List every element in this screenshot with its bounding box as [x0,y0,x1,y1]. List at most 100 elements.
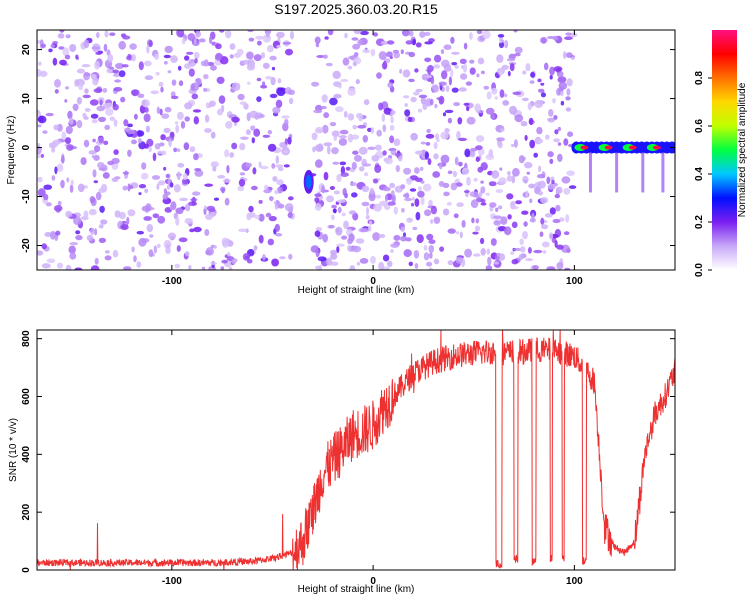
colorbar-scale [712,30,737,270]
noise-cell [284,203,294,212]
noise-cell [204,128,212,133]
noise-cell [104,255,112,261]
y-tick-label: -10 [21,189,32,204]
noise-cell [188,201,198,206]
noise-cell [118,211,126,220]
noise-cell [219,30,225,33]
noise-cell [174,263,181,269]
noise-cell [53,205,63,212]
noise-cell [157,180,166,186]
noise-cell [143,143,149,149]
noise-cell [514,114,524,123]
noise-cell [314,126,324,134]
noise-cell [420,141,427,145]
noise-cell [537,191,544,196]
noise-cell [164,60,168,65]
noise-cell [138,61,144,71]
noise-cell [248,37,255,42]
noise-cell [277,166,284,172]
noise-cell [555,204,561,212]
noise-cell [99,205,105,213]
noise-cell [495,189,504,194]
noise-cell [389,135,395,144]
noise-cell [480,198,486,203]
noise-cell [351,192,358,198]
carrier-streak [588,152,592,193]
noise-cell [340,78,349,83]
noise-cell [45,202,52,207]
noise-cell [51,147,56,153]
noise-cell [529,218,536,223]
noise-cell [389,182,396,189]
y-tick-label: 200 [21,503,32,520]
noise-cell [269,55,277,61]
noise-cell [352,245,362,253]
noise-cell [88,208,97,216]
noise-cell [402,69,411,78]
y-tick-label: -20 [21,238,32,253]
noise-cell [461,220,466,228]
noise-cell [404,103,408,107]
noise-cell [451,62,458,66]
noise-cell [504,93,508,98]
noise-cell [333,93,342,99]
noise-cell [269,93,278,99]
noise-cell [460,73,468,80]
noise-cell [268,215,277,222]
noise-cell [277,203,285,209]
noise-cell [529,80,535,84]
noise-cell [348,210,357,215]
noise-cell [475,218,480,224]
noise-cell [495,207,499,212]
noise-cell [37,188,46,198]
noise-cell [154,53,160,60]
noise-cell [476,73,480,78]
noise-cell [342,187,347,196]
noise-cell [382,124,387,133]
noise-cell [83,39,90,49]
noise-cell [424,209,432,217]
noise-cell [428,267,433,270]
noise-cell [127,53,132,59]
noise-cell [426,128,431,134]
noise-cell [513,248,523,251]
noise-cell [463,190,470,194]
noise-cell [42,130,48,134]
noise-cell [339,129,349,135]
noise-cell [208,208,216,212]
noise-cell [258,161,262,168]
noise-cell [424,57,432,63]
noise-cell [221,188,225,194]
spectrogram-x-ticks: -100 0 100 [162,30,583,287]
noise-cell [547,183,556,190]
noise-cell [415,42,422,48]
noise-cell [175,216,180,226]
noise-cell [544,213,553,218]
noise-cell [169,182,174,188]
noise-cell [152,152,157,162]
noise-cell [470,199,479,209]
noise-cell [314,203,322,211]
noise-cell [353,52,359,57]
noise-cell [453,213,459,219]
noise-cell [246,63,255,71]
noise-cell [419,166,424,171]
noise-cell [566,248,571,254]
noise-cell [170,201,177,210]
noise-cell [186,51,194,55]
noise-cell [156,243,161,248]
noise-cell [167,232,177,240]
noise-cell [149,234,154,238]
noise-cell [469,32,473,40]
noise-cell [466,176,471,186]
noise-cell [352,43,360,50]
noise-cell [341,235,348,240]
noise-cell [81,63,91,68]
noise-cell [193,226,202,233]
noise-cell [496,252,501,257]
noise-cell [65,125,73,135]
noise-cell [537,138,544,144]
noise-cell [506,58,516,62]
noise-cell [330,253,338,260]
